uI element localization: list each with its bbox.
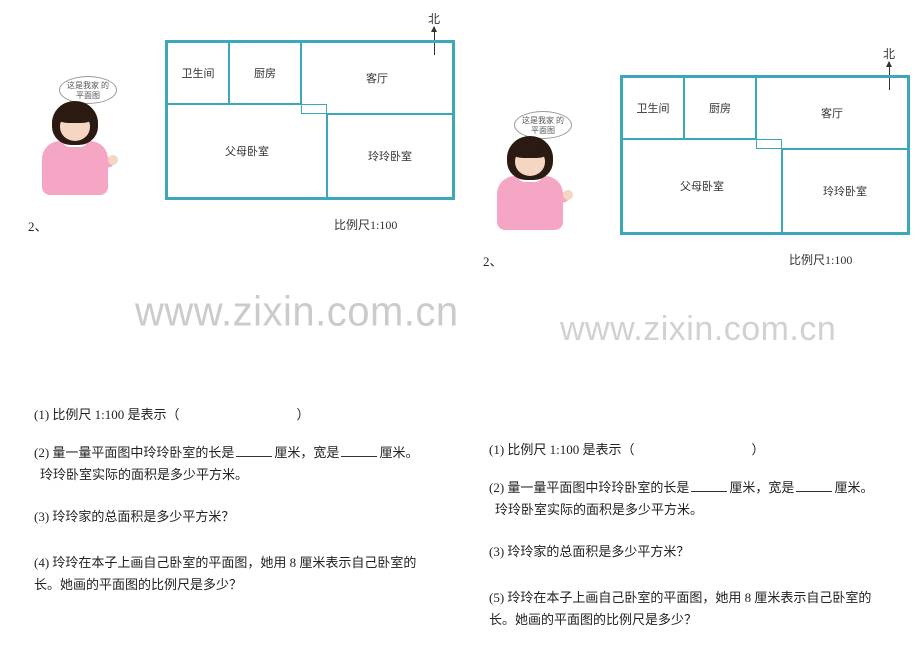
floorplan: 卫生间 厨房 客厅 父母卧室 玲玲卧室 — [165, 40, 455, 200]
room-bathroom: 卫生间 — [622, 77, 684, 139]
girl-illustration — [30, 95, 120, 195]
q2-a: (2) 量一量平面图中玲玲卧室的长是 — [489, 480, 689, 495]
q2-a: (2) 量一量平面图中玲玲卧室的长是 — [34, 445, 234, 460]
room-lingling: 玲玲卧室 — [782, 149, 908, 233]
right-panel: 北 这是我家 的平面图 卫生间 厨房 客厅 父母卧室 玲玲卧室 2、 比例尺1:… — [485, 75, 915, 648]
q1: (1) 比例尺 1:100 是表示（ ） — [489, 439, 895, 461]
girl-illustration — [485, 130, 575, 230]
q2-b: 厘米，宽是 — [729, 480, 794, 495]
q3: (3) 玲玲家的总面积是多少平方米？ — [34, 506, 440, 528]
room-parents: 父母卧室 — [167, 104, 327, 198]
room-lingling: 玲玲卧室 — [327, 114, 453, 198]
left-panel: 北 这是我家 的平面图 卫生间 厨房 客厅 父母卧室 玲玲卧室 2、 比例尺1:… — [30, 40, 460, 613]
blank-length — [691, 480, 727, 492]
north-label: 北 — [428, 12, 440, 26]
scale-caption: 比例尺1:100 — [334, 216, 397, 233]
q2-d: 玲玲卧室实际的面积是多少平方米。 — [40, 464, 248, 486]
blank-length — [236, 445, 272, 457]
blank-width — [341, 445, 377, 457]
room-kitchen: 厨房 — [684, 77, 756, 139]
q2: (2) 量一量平面图中玲玲卧室的长是 厘米，宽是 厘米。 玲玲卧室实际的面积是多少平… — [489, 477, 895, 521]
room-kitchen: 厨房 — [229, 42, 301, 104]
q5: (5) 玲玲在本子上画自己卧室的平面图，她用 8 厘米表示自己卧室的长。她画的平… — [489, 587, 895, 631]
floorplan-area: 这是我家 的平面图 卫生间 厨房 客厅 父母卧室 玲玲卧室 — [580, 75, 910, 245]
girl-figure-icon — [485, 130, 575, 230]
q2-d: 玲玲卧室实际的面积是多少平方米。 — [495, 499, 703, 521]
q2-c: 厘米。 — [834, 480, 873, 495]
scale-caption: 比例尺1:100 — [789, 251, 852, 268]
q1: (1) 比例尺 1:100 是表示（ ） — [34, 404, 440, 426]
blank-width — [796, 480, 832, 492]
q2: (2) 量一量平面图中玲玲卧室的长是 厘米，宽是 厘米。 玲玲卧室实际的面积是多少平… — [34, 442, 440, 486]
girl-figure-icon — [30, 95, 120, 195]
questions-left: (1) 比例尺 1:100 是表示（ ） (2) 量一量平面图中玲玲卧室的长是 厘… — [30, 404, 440, 597]
floorplan-area: 这是我家 的平面图 卫生间 厨房 客厅 父母卧室 玲玲卧室 — [125, 40, 455, 210]
q2-c: 厘米。 — [379, 445, 418, 460]
north-label: 北 — [883, 47, 895, 61]
room-bathroom: 卫生间 — [167, 42, 229, 104]
question-number: 2、 — [28, 216, 48, 235]
q3: (3) 玲玲家的总面积是多少平方米？ — [489, 541, 895, 563]
q4: (4) 玲玲在本子上画自己卧室的平面图，她用 8 厘米表示自己卧室的长。她画的平… — [34, 552, 440, 596]
floorplan: 卫生间 厨房 客厅 父母卧室 玲玲卧室 — [620, 75, 910, 235]
q2-b: 厘米，宽是 — [274, 445, 339, 460]
questions-right: (1) 比例尺 1:100 是表示（ ） (2) 量一量平面图中玲玲卧室的长是 厘… — [485, 439, 895, 632]
room-parents: 父母卧室 — [622, 139, 782, 233]
question-number: 2、 — [483, 251, 503, 270]
